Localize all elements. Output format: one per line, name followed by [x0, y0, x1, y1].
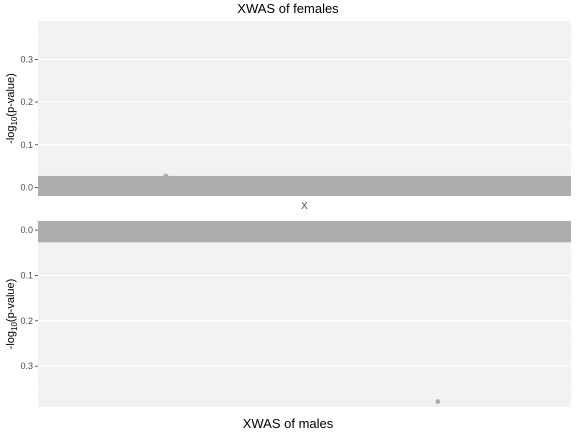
females-threshold-band [38, 175, 571, 196]
males-y-tick-label: 0.3 [20, 361, 33, 371]
males-threshold-band [38, 221, 571, 243]
females-y-tick-label: 0.0 [20, 182, 33, 192]
males-panel-background [38, 221, 571, 407]
females-plot-title: XWAS of females [237, 1, 339, 16]
males-data-point [435, 399, 441, 404]
males-plot-title: XWAS of males [243, 416, 334, 431]
females-panel: 0.0 0.1 0.2 0.3 X -log10(p-value) [5, 21, 571, 212]
males-y-tick-label: 0.1 [20, 270, 33, 280]
females-y-tick-label: 0.3 [20, 54, 33, 64]
females-y-tick-label: 0.1 [20, 140, 33, 150]
females-data-point [163, 173, 169, 179]
females-x-tick-label: X [301, 201, 308, 212]
males-y-axis-label: -log10(p-value) [5, 279, 19, 350]
females-panel-background [38, 21, 571, 196]
females-y-axis-label: -log10(p-value) [5, 73, 19, 144]
males-y-tick-label: 0.0 [20, 225, 33, 235]
females-y-tick-label: 0.2 [20, 97, 33, 107]
males-y-tick-label: 0.2 [20, 316, 33, 326]
males-panel: 0.0 0.1 0.2 0.3 -log10(p-value) [5, 221, 571, 407]
